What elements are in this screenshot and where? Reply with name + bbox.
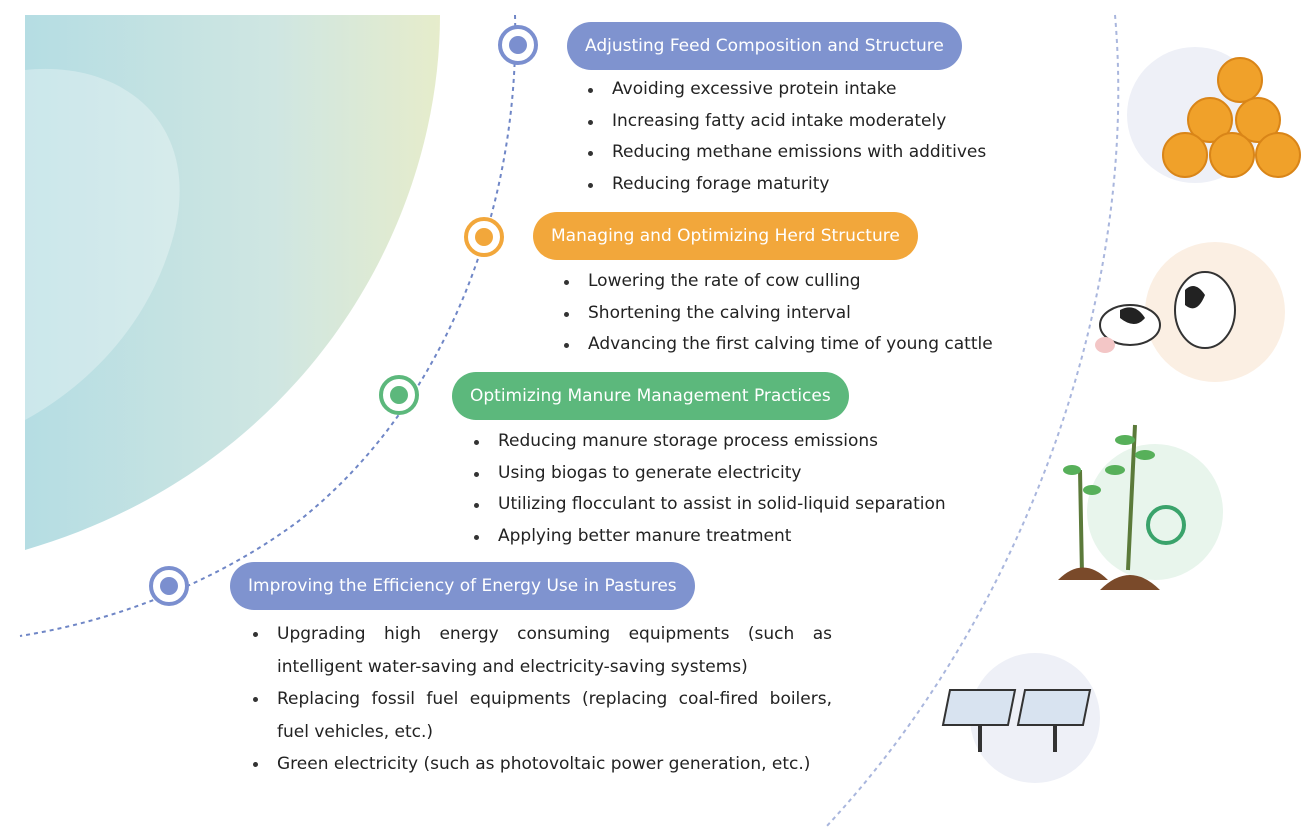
bullet-item: Green electricity (such as photovoltaic … — [277, 748, 832, 781]
infographic: Adjusting Feed Composition and Structure… — [0, 0, 1303, 828]
bullet-item: Upgrading high energy consuming equipmen… — [277, 618, 832, 683]
bullet-item: Utilizing flocculant to assist in solid-… — [498, 489, 946, 521]
bullet-item: Advancing the first calving time of youn… — [588, 329, 993, 361]
section-title: Optimizing Manure Management Practices — [452, 372, 849, 420]
bullet-list: Upgrading high energy consuming equipmen… — [250, 618, 832, 781]
bullet-item: Reducing methane emissions with additive… — [612, 137, 986, 169]
section-title: Adjusting Feed Composition and Structure — [567, 22, 962, 70]
bullet-item: Avoiding excessive protein intake — [612, 74, 986, 106]
bullet-item: Using biogas to generate electricity — [498, 458, 946, 490]
bullet-list: Reducing manure storage process emission… — [471, 426, 946, 552]
hay-icon — [1127, 47, 1300, 183]
bullet-item: Applying better manure treatment — [498, 521, 946, 553]
bullet-item: Lowering the rate of cow culling — [588, 266, 993, 298]
bullet-item: Reducing manure storage process emission… — [498, 426, 946, 458]
bullet-item: Replacing fossil fuel equipments (replac… — [277, 683, 832, 748]
solar-icon — [943, 653, 1100, 783]
bullet-item: Shortening the calving interval — [588, 298, 993, 330]
bullet-item: Reducing forage maturity — [612, 169, 986, 201]
bullet-item: Increasing fatty acid intake moderately — [612, 106, 986, 138]
plant-icon — [1058, 425, 1223, 590]
cow-icon — [1095, 242, 1285, 382]
section-title: Managing and Optimizing Herd Structure — [533, 212, 918, 260]
section-title: Improving the Efficiency of Energy Use i… — [230, 562, 695, 610]
